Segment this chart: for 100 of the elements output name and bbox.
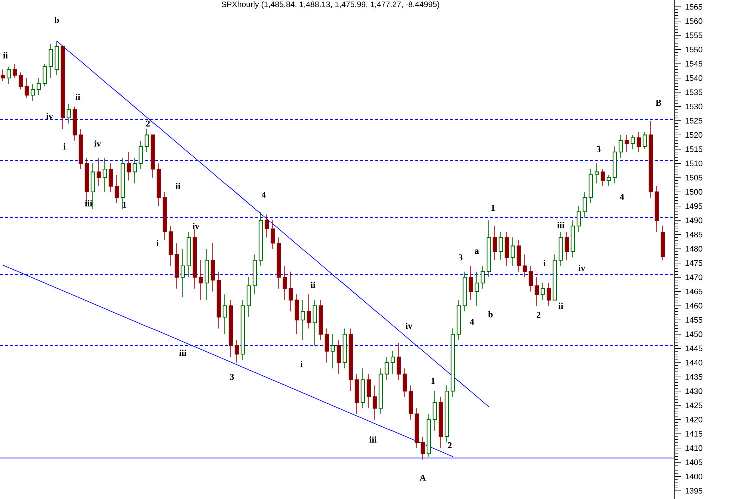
candlestick [282, 266, 288, 301]
candlestick [396, 342, 402, 380]
candlestick [144, 129, 150, 153]
candlestick [636, 132, 642, 153]
annotation: i [64, 143, 66, 150]
candlestick [594, 163, 600, 184]
candlestick [624, 134, 630, 153]
candlestick [618, 134, 624, 158]
annotation: iii [85, 200, 92, 207]
candlestick [498, 232, 504, 261]
candlestick [66, 103, 72, 124]
candlestick [408, 385, 414, 420]
candlestick [24, 78, 30, 99]
annotation: a [475, 250, 480, 254]
candlestick [234, 340, 240, 364]
annotation: iii [179, 350, 187, 356]
candlestick [294, 294, 300, 335]
candlestick [204, 248, 210, 301]
candlestick [540, 282, 546, 301]
candlestick [384, 356, 390, 380]
annotation: ii [76, 94, 80, 100]
candlestick [534, 277, 540, 306]
annotation: 2 [536, 312, 541, 318]
candlestick [468, 266, 474, 301]
candlestick [108, 163, 114, 193]
candlestick [138, 140, 144, 170]
candlestick [576, 206, 582, 232]
annotation: ii [3, 52, 8, 59]
annotation: ii [176, 183, 181, 190]
annotation: 1 [492, 205, 495, 212]
candlestick [0, 69, 6, 82]
annotation: 3 [230, 374, 234, 380]
candlestick [588, 168, 594, 204]
candlestick [90, 163, 96, 210]
candlestick [36, 78, 42, 96]
candlestick [546, 282, 552, 306]
candlestick [330, 334, 336, 370]
candlestick [210, 242, 216, 292]
annotation: iv [46, 112, 54, 120]
annotation: iv [406, 322, 413, 330]
candlestick [18, 72, 24, 90]
annotation: 3 [458, 254, 463, 261]
candlestick [198, 260, 204, 301]
annotation: i [156, 240, 159, 246]
candlestick [390, 351, 396, 375]
candlestick [168, 226, 174, 267]
candlestick [528, 266, 534, 292]
candlestick [558, 232, 564, 267]
candlestick [312, 300, 318, 346]
candlestick [354, 374, 360, 415]
candlestick [222, 294, 228, 335]
candlestick [336, 340, 342, 375]
annotation: iv [94, 140, 102, 147]
annotation: B [656, 100, 662, 106]
annotation: b [54, 17, 60, 24]
candlestick [126, 152, 132, 182]
candlestick [306, 294, 312, 330]
candlestick [522, 254, 528, 278]
annotation: i [300, 360, 303, 368]
candlestick [432, 390, 438, 432]
candlestick [300, 300, 306, 341]
candlestick [582, 192, 588, 218]
annotation: A [420, 474, 426, 481]
candlestick [492, 226, 498, 261]
candlestick [642, 132, 648, 150]
annotation: 1 [432, 378, 435, 384]
candlestick [372, 385, 378, 420]
annotation: 2 [146, 120, 150, 127]
candlestick [510, 237, 516, 267]
annotation: 3 [596, 146, 601, 152]
candlestick [30, 84, 36, 102]
candlestick [96, 158, 102, 187]
candlestick [360, 368, 366, 409]
candlestick [474, 271, 480, 306]
annotation: 4 [470, 318, 474, 325]
candlestick [402, 368, 408, 398]
candlestick [264, 214, 270, 238]
candlestick [132, 158, 138, 184]
annotation: iv [578, 264, 586, 272]
annotation: iii [557, 222, 565, 228]
annotation: iv [192, 223, 200, 230]
candlestick [174, 242, 180, 290]
candlestick [180, 248, 186, 298]
annotation: iii [370, 436, 377, 443]
candlestick [564, 232, 570, 261]
annotation: 4 [620, 194, 624, 200]
candlestick [606, 174, 612, 187]
candlestick [420, 436, 426, 460]
annotation: 2 [448, 442, 452, 448]
candlestick [42, 64, 48, 88]
annotation: ii [558, 302, 564, 310]
candlestick [102, 158, 108, 193]
candlestick [366, 374, 372, 409]
candlestick [630, 134, 636, 150]
annotation: ii [310, 282, 316, 288]
candlestick [288, 271, 294, 312]
candlestick [6, 66, 12, 84]
candlestick [12, 64, 18, 79]
annotation: i [544, 260, 546, 266]
candlestick [504, 232, 510, 267]
